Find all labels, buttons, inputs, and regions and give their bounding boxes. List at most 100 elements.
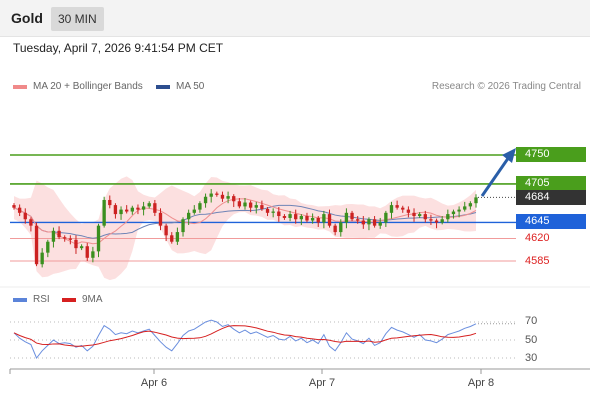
candle-body — [412, 212, 416, 217]
rsi-line — [13, 319, 477, 359]
legend-label-9ma: 9MA — [82, 294, 103, 305]
legend-9ma: 9MA — [62, 294, 103, 305]
candle-body — [322, 214, 326, 223]
candle-body — [192, 209, 196, 213]
candle-body — [113, 205, 118, 215]
candle-body — [209, 193, 213, 197]
x-label-apr8: Apr 8 — [467, 377, 495, 389]
candle-body — [265, 208, 270, 213]
candle-body — [282, 216, 287, 218]
candle-body — [147, 203, 151, 207]
candle-body — [474, 197, 478, 204]
rsi-tick-30: 30 — [525, 352, 538, 364]
candle-body — [260, 205, 264, 209]
candle-body — [74, 239, 78, 249]
candle-body — [108, 199, 112, 206]
candle-body — [429, 219, 433, 221]
candle-body — [277, 211, 281, 217]
candle-body — [141, 206, 146, 210]
rsi-tick-70: 70 — [525, 315, 538, 327]
candle-body — [451, 211, 456, 215]
candle-body — [463, 206, 467, 210]
candle-body — [389, 205, 394, 213]
current-price-label: 4684 — [516, 190, 586, 205]
candle-body — [215, 193, 219, 195]
candle-body — [299, 216, 304, 220]
candle-body — [17, 207, 22, 213]
candle-body — [79, 246, 84, 249]
candle-body — [406, 209, 411, 213]
research-credit: Research © 2026 Trading Central — [431, 81, 581, 92]
candle-body — [40, 252, 44, 265]
candle-body — [440, 219, 444, 223]
legend-swatch-ma-bb — [13, 84, 27, 89]
candle-body — [23, 212, 27, 220]
candle-body — [63, 237, 67, 239]
candle-body — [85, 246, 89, 258]
legend-swatch-rsi — [13, 297, 27, 302]
candle-body — [125, 209, 129, 212]
candle-body — [57, 230, 61, 238]
candle-body — [130, 207, 134, 212]
legend-rsi: RSI — [13, 294, 50, 305]
candle-body — [350, 212, 354, 220]
candle-body — [457, 209, 461, 212]
candle-body — [361, 220, 365, 225]
candle-body — [339, 222, 343, 233]
instrument-title: Gold — [11, 10, 43, 26]
candle-body — [226, 196, 230, 199]
candle-body — [423, 214, 427, 220]
candle-body — [119, 209, 123, 215]
chart-header: Gold 30 MIN — [0, 0, 590, 37]
candle-body — [12, 205, 16, 208]
forecast-arrowhead — [502, 148, 516, 163]
candle-body — [305, 216, 309, 221]
candle-body — [446, 214, 450, 220]
candle-body — [220, 194, 225, 199]
x-label-apr6: Apr 6 — [140, 377, 168, 389]
legend-ma50: MA 50 — [156, 81, 204, 92]
candle-body — [243, 202, 247, 207]
ma50-line — [13, 204, 477, 239]
candle-body — [96, 225, 101, 252]
level-4585-label: 4585 — [525, 255, 550, 267]
candle-body — [136, 207, 140, 210]
candle-body — [468, 203, 473, 207]
candle-body — [384, 212, 388, 223]
level-4645-label: 4645 — [516, 214, 586, 229]
candle-body — [203, 196, 208, 204]
candle-body — [102, 199, 106, 226]
level-4750-label: 4750 — [516, 147, 586, 162]
candle-body — [175, 232, 180, 242]
candle-body — [46, 241, 50, 253]
candle-body — [91, 251, 95, 258]
legend-swatch-ma50 — [156, 84, 170, 89]
candle-body — [153, 203, 157, 213]
candle-body — [181, 219, 185, 233]
x-label-apr7: Apr 7 — [308, 377, 336, 389]
candle-body — [401, 207, 405, 210]
candle-body — [232, 196, 236, 202]
bollinger-band-area — [14, 176, 476, 281]
candle-body — [29, 219, 33, 226]
timestamp: Tuesday, April 7, 2026 9:41:54 PM CET — [13, 41, 224, 55]
candle-body — [288, 214, 292, 218]
timeframe-button[interactable]: 30 MIN — [51, 7, 104, 31]
legend-label-ma-bb: MA 20 + Bollinger Bands — [33, 81, 143, 92]
candle-body — [186, 212, 191, 220]
candle-body — [294, 214, 298, 220]
rsi-9ma-line — [13, 325, 477, 347]
candle-body — [34, 225, 39, 265]
legend-label-rsi: RSI — [33, 294, 50, 305]
candle-body — [367, 219, 371, 225]
legend-label-ma50: MA 50 — [176, 81, 205, 92]
candle-body — [327, 214, 332, 226]
rsi-tick-50: 50 — [525, 334, 538, 346]
candle-body — [198, 203, 202, 210]
candle-body — [248, 202, 253, 208]
candle-body — [271, 211, 275, 213]
candle-body — [395, 205, 399, 208]
candle-body — [316, 217, 320, 223]
candle-body — [158, 212, 163, 226]
